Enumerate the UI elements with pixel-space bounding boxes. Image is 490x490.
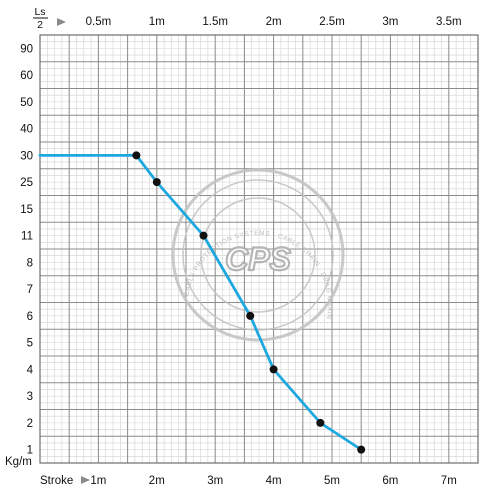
top-tick-label: 3.5m xyxy=(436,16,462,28)
bottom-tick-label: 5m xyxy=(324,475,340,487)
y-axis-ticks: 90 60 50 40 30 25 15 11 8 7 6 5 4 3 2 1 xyxy=(20,43,33,456)
bottom-tick-label: 3m xyxy=(207,475,223,487)
data-point xyxy=(152,178,161,187)
data-point xyxy=(246,311,255,320)
bottom-axis-arrow-icon xyxy=(81,476,90,484)
bottom-tick-label: 6m xyxy=(382,475,398,487)
y-tick-label: 6 xyxy=(27,311,33,323)
plot-frame xyxy=(39,34,479,464)
y-tick-label: 8 xyxy=(27,257,33,269)
y-tick-label: 2 xyxy=(27,418,33,430)
y-tick-label: 11 xyxy=(21,231,33,243)
data-point xyxy=(132,151,141,160)
y-tick-label: 90 xyxy=(20,43,33,55)
data-point xyxy=(316,418,325,427)
major-gridlines xyxy=(39,34,479,464)
y-tick-label: 60 xyxy=(20,70,33,82)
y-tick-label: 4 xyxy=(27,364,34,376)
data-point xyxy=(357,445,366,454)
y-tick-label: 30 xyxy=(20,150,33,162)
data-point xyxy=(269,365,278,374)
y-tick-label: 15 xyxy=(20,204,33,216)
top-axis-label-numerator: Ls xyxy=(34,6,45,18)
series-line xyxy=(38,153,363,452)
watermark-logo: CPS xyxy=(225,241,291,277)
top-tick-label: 3m xyxy=(382,16,398,28)
y-tick-label: 40 xyxy=(20,124,33,136)
bottom-tick-label: 7m xyxy=(441,475,457,487)
bottom-axis-ticks: 1m 2m 3m 4m 5m 6m 7m xyxy=(90,475,456,487)
points-layer xyxy=(132,151,366,454)
data-point xyxy=(199,231,208,240)
top-axis-ticks: 0.5m 1m 1.5m 2m 2.5m 3m 3.5m xyxy=(86,16,462,28)
top-tick-label: 2m xyxy=(266,16,282,28)
top-tick-label: 0.5m xyxy=(86,16,112,28)
top-tick-label: 1m xyxy=(149,16,165,28)
bottom-tick-label: 1m xyxy=(90,475,106,487)
top-tick-label: 1.5m xyxy=(202,16,228,28)
series-layer xyxy=(38,153,363,452)
y-tick-label: 1 xyxy=(27,445,33,457)
y-axis-unit: Kg/m xyxy=(5,456,32,468)
top-tick-label: 2.5m xyxy=(319,16,345,28)
y-tick-label: 5 xyxy=(27,338,33,350)
bottom-tick-label: 2m xyxy=(149,475,165,487)
y-tick-label: 7 xyxy=(27,284,33,296)
top-axis-label-denominator: 2 xyxy=(37,19,43,31)
y-tick-label: 50 xyxy=(20,97,33,109)
top-axis-arrow-icon xyxy=(57,18,66,26)
bottom-tick-label: 4m xyxy=(266,475,282,487)
y-tick-label: 3 xyxy=(27,391,33,403)
y-tick-label: 25 xyxy=(20,177,33,189)
bottom-axis-label: Stroke xyxy=(40,475,73,487)
